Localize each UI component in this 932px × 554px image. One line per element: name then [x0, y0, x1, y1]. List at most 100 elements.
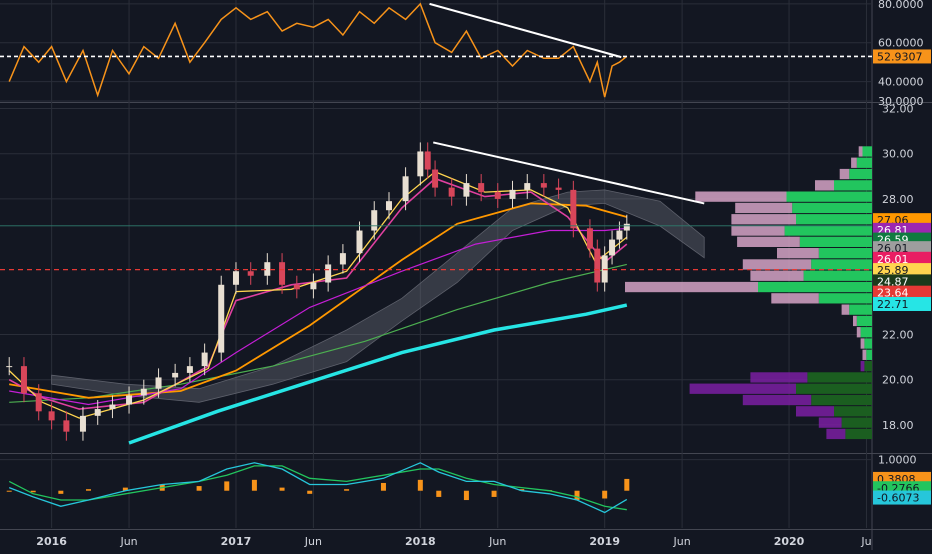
candle-body: [109, 404, 116, 410]
macd-line: [8, 462, 628, 514]
candle-body: [126, 395, 133, 405]
volume-profile-bar-up: [818, 293, 872, 304]
candle-body: [232, 271, 239, 285]
macd-histogram-bar: [624, 478, 630, 491]
candle-body: [140, 388, 147, 396]
x-axis-tick-label: Jun: [488, 535, 506, 548]
macd-histogram-bar: [196, 486, 202, 491]
volume-profile-bar-up: [860, 327, 872, 338]
candle-body: [35, 393, 42, 412]
candle-body: [594, 248, 601, 283]
volume-profile-bar-up: [811, 394, 872, 406]
candle-body: [385, 201, 392, 211]
candle-body: [293, 284, 300, 290]
candle-body: [356, 230, 363, 254]
macd-histogram-bar: [251, 479, 257, 491]
candle-body: [79, 415, 86, 432]
candle-body: [339, 253, 346, 265]
macd-badge-bg: [873, 490, 931, 505]
ichimoku-cloud: [51, 189, 705, 403]
candle-body: [20, 366, 27, 394]
candle-body: [555, 187, 562, 190]
candle-body: [218, 284, 225, 353]
candle-body: [201, 352, 208, 367]
volume-profile-bar-down: [742, 394, 812, 406]
macd-histogram-bar: [224, 481, 230, 491]
volume-profile-bar-down: [858, 146, 863, 157]
volume-profile-bar-up: [784, 225, 872, 236]
candle-body: [463, 183, 470, 197]
volume-profile-bar-up: [856, 315, 872, 327]
price-axis-label: 28.00: [882, 193, 914, 206]
volume-profile-bar-up: [792, 202, 872, 214]
candle-body: [478, 183, 485, 193]
volume-profile-bar-down: [737, 236, 800, 247]
price-badge-bg: [873, 296, 931, 311]
x-axis-tick-label: 2019: [589, 535, 620, 548]
price-badge: 22.71: [877, 298, 909, 311]
x-axis-tick-label: Jun: [304, 535, 322, 548]
candle-body: [6, 366, 13, 368]
price-axis-label: 20.00: [882, 374, 914, 387]
volume-profile-bar-down: [853, 315, 857, 327]
price-axis-label: 30.00: [882, 148, 914, 161]
volume-profile-bar-up: [796, 383, 872, 394]
macd-histogram-bar: [463, 490, 469, 501]
price-badge-bg: [873, 285, 931, 300]
volume-profile-bar-down: [750, 372, 808, 383]
price-badge: 24.87: [877, 275, 909, 288]
volume-profile-bar-down: [771, 293, 819, 304]
rsi-line: [8, 2, 628, 98]
trendline-rsi[interactable]: [429, 2, 622, 59]
candle-body: [310, 282, 317, 290]
volume-profile-bar-down: [826, 428, 846, 440]
price-axis-label: 18.00: [882, 419, 914, 432]
price-axis-label: 32.00: [882, 103, 914, 116]
volume-profile-bar-down: [851, 157, 857, 168]
macd-axis-label: 1.0000: [878, 454, 917, 467]
candle-body: [540, 183, 547, 188]
price-badge: 23.64: [877, 287, 909, 300]
volume-profile-bar-down: [841, 304, 850, 315]
volume-profile-bar-up: [818, 247, 872, 259]
candle-body: [524, 183, 531, 190]
candle-body: [94, 409, 101, 416]
candle-body: [509, 189, 516, 199]
macd-histogram-bar: [307, 490, 313, 494]
candle-body: [155, 377, 162, 389]
volume-profile-bar-down: [815, 180, 834, 191]
volume-profile-bar-down: [856, 327, 861, 338]
macd-signal-line: [8, 465, 627, 511]
volume-profile-bar-up: [811, 259, 872, 270]
x-axis-tick-label: 2020: [774, 535, 805, 548]
volume-profile-bar-up: [807, 372, 872, 383]
moving-average-green: [9, 263, 627, 403]
price-axis-label: 22.00: [882, 328, 914, 341]
candle-body: [623, 223, 630, 231]
macd-histogram-bar: [30, 490, 36, 493]
x-axis-tick-label: 2017: [221, 535, 252, 548]
candle-body: [247, 271, 254, 276]
volume-profile-bar-down: [731, 214, 796, 225]
macd-histogram-bar: [417, 479, 423, 491]
volume-profile-bar-down: [818, 417, 842, 428]
candle-body: [424, 151, 431, 170]
volume-profile-bar-up: [796, 214, 872, 225]
candle-body: [63, 420, 70, 432]
candle-body: [609, 239, 616, 256]
macd-histogram-bar: [602, 490, 608, 499]
volume-profile-bar-up: [864, 338, 872, 349]
trendline-price[interactable]: [433, 141, 705, 205]
macd-histogram-bar: [85, 489, 91, 491]
candle-body: [432, 169, 439, 188]
candle-body: [616, 230, 623, 240]
volume-profile-bar-up: [856, 157, 872, 168]
volume-profile-bar-up: [834, 180, 872, 191]
macd-histogram-bar: [122, 487, 128, 491]
candle-body: [417, 151, 424, 177]
price-badge-bg: [873, 274, 931, 289]
candle-body: [586, 228, 593, 249]
volume-profile-bar-up: [799, 236, 872, 247]
